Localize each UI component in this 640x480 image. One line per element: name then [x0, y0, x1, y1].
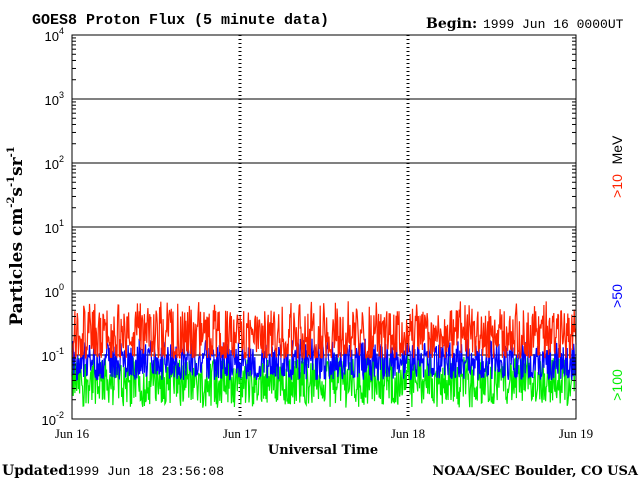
- y-label-main: Particles cm: [7, 208, 27, 326]
- legend: >10 >50 >100 MeV: [609, 135, 625, 401]
- x-tick-label: Jun 19: [559, 426, 593, 441]
- legend-label: >100: [609, 369, 625, 401]
- y-tick-label: 101: [45, 218, 64, 236]
- series-line: [71, 301, 577, 360]
- y-tick-label: 10-1: [42, 346, 64, 364]
- begin-value: 1999 Jun 16 0000UT: [483, 17, 624, 32]
- y-label-exp3: -1: [6, 146, 17, 157]
- x-tick-label: Jun 17: [223, 426, 258, 441]
- x-tick-label: Jun 16: [55, 426, 90, 441]
- x-axis-label: Universal Time: [268, 443, 378, 458]
- y-tick-label: 102: [45, 154, 64, 172]
- y-tick-label: 100: [45, 282, 64, 300]
- y-axis-label: Particles cm-2s-1sr-1: [6, 146, 27, 326]
- chart-title: GOES8 Proton Flux (5 minute data): [32, 12, 329, 29]
- plot-frame: [71, 34, 577, 420]
- svg-text:Particles cm-2s-1sr-1: Particles cm-2s-1sr-1: [6, 146, 27, 326]
- series-lines: [71, 301, 577, 408]
- plot-border: [71, 34, 577, 420]
- y-label-exp1: -2: [6, 197, 17, 208]
- y-tick-label: 103: [45, 90, 64, 108]
- y-label-sr: sr: [7, 156, 27, 176]
- legend-label: >50: [609, 284, 625, 308]
- legend-label: >10: [609, 174, 625, 198]
- series-line: [71, 338, 577, 382]
- legend-unit-label: MeV: [609, 135, 625, 164]
- updated-label: Updated: [2, 463, 68, 479]
- y-label-s: s: [7, 187, 27, 197]
- updated-value: 1999 Jun 18 23:56:08: [68, 464, 224, 479]
- source-credit: NOAA/SEC Boulder, CO USA: [432, 464, 639, 479]
- y-label-exp2: -1: [6, 176, 17, 187]
- y-tick-label: 104: [45, 26, 64, 44]
- x-tick-labels: Jun 16 Jun 17 Jun 18 Jun 19: [55, 426, 593, 441]
- y-tick-label: 10-2: [42, 410, 64, 428]
- series-line: [71, 355, 577, 408]
- x-tick-label: Jun 18: [391, 426, 425, 441]
- y-tick-labels: 10-2 10-1 100 101 102 103 104: [42, 26, 64, 428]
- begin-label: Begin:: [426, 16, 477, 32]
